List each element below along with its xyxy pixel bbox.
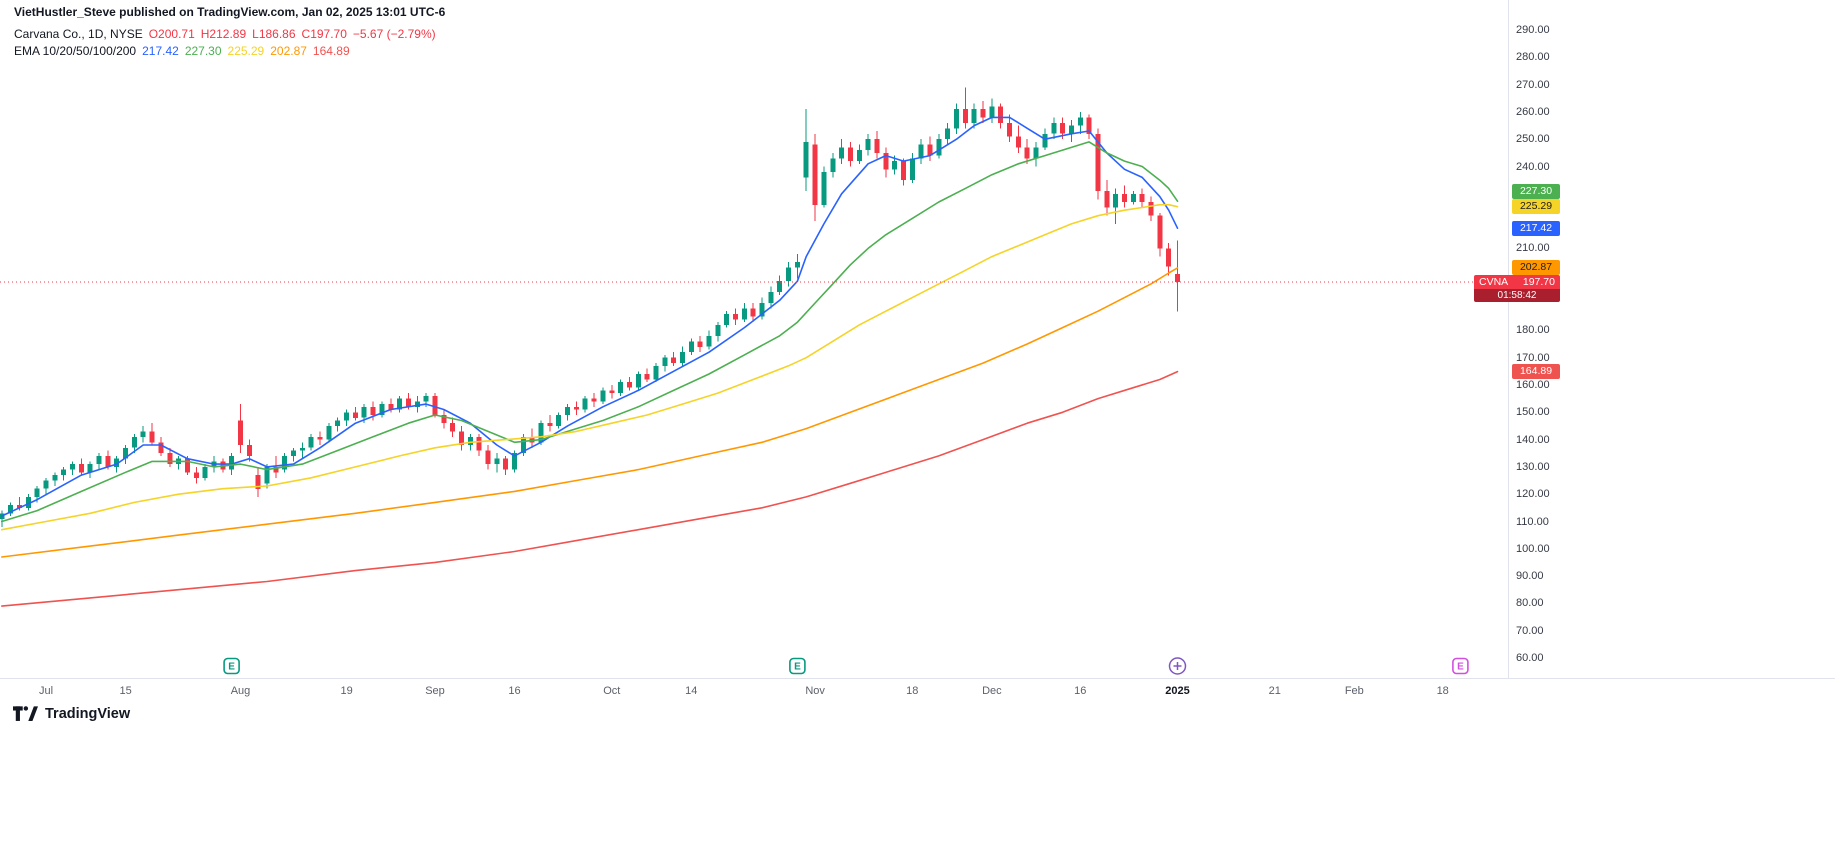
svg-text:E: E [1457,662,1464,673]
time-label: Aug [230,685,251,697]
ema-200-line[interactable] [0,370,1179,607]
time-label: 18 [906,685,919,697]
ema-50-legend-value: 225.29 [227,43,265,58]
ohlc-value: O200.71 [148,26,195,41]
future-earnings-marker[interactable]: E [1452,657,1469,675]
price-tick: 60.00 [1516,652,1544,664]
time-label: Oct [603,685,621,697]
last-price-row: CVNA 197.70 [1474,275,1560,289]
symbol-legend-row: Carvana Co., 1D, NYSE O200.71 H212.89 L186… [14,25,448,42]
ohlc-value: C197.70 [301,26,347,41]
price-tick: 240.00 [1516,160,1550,173]
price-tick: 210.00 [1516,242,1550,255]
price-tick: 160.00 [1516,379,1550,391]
svg-text:E: E [794,662,801,673]
price-tick: 260.00 [1516,105,1550,118]
price-tick: 120.00 [1516,488,1550,501]
last-price-value: 197.70 [1522,276,1555,288]
last-price-label: CVNA 197.70 01:58:42 [1474,275,1560,302]
time-label: Dec [982,685,1002,697]
price-tick: 290.00 [1516,24,1550,36]
time-label: Jul [38,685,54,697]
price-tick: 100.00 [1516,542,1550,555]
price-tick: 170.00 [1516,351,1550,364]
ema-20-legend-value: 227.30 [184,43,222,58]
ema-100-price-label: 202.87 [1512,260,1560,275]
time-axis-separator [0,678,1835,679]
ema-100-legend-value: 202.87 [270,43,307,58]
ema-10-price-label: 217.42 [1512,220,1560,236]
time-label: 15 [119,685,132,697]
ema-100-line[interactable] [0,267,1179,558]
tradingview-logo-text: TradingView [45,706,131,722]
ema-values: 217.42 227.30 225.29 202.87 164.89 [142,44,356,58]
ema-indicator-title[interactable]: EMA 10/20/50/100/200 [14,43,137,58]
time-label: 18 [1436,685,1449,697]
ohlc-value: H212.89 [200,26,247,41]
svg-text:E: E [228,662,235,673]
bar-countdown: 01:58:42 [1474,289,1560,302]
ema-legend-row: EMA 10/20/50/100/200 217.42 227.30 225.29 2… [14,42,448,59]
earnings-marker-q2[interactable]: E [223,657,240,675]
publish-caption: VietHustler_Steve published on TradingVi… [14,5,446,19]
time-label: Nov [805,685,825,697]
price-tick: 130.00 [1516,460,1550,473]
price-tick: 140.00 [1516,433,1550,446]
price-tick: 280.00 [1516,51,1550,64]
ema-200-legend-value: 164.89 [312,43,350,58]
symbol-title[interactable]: Carvana Co., 1D, NYSE [14,26,143,41]
candles-layer [0,87,1180,527]
ema-200-price-label: 164.89 [1512,364,1560,380]
price-axis[interactable]: 290.00 280.00 270.00 260.00 250.00 240.00 210.… [1508,0,1588,678]
ema-10-line[interactable] [0,116,1179,517]
ema-20-price-label: 227.30 [1512,184,1560,200]
price-tick: 80.00 [1516,597,1544,610]
price-tick: 180.00 [1516,324,1550,337]
time-label: 16 [508,685,521,697]
ema-50-price-label: 225.29 [1512,199,1560,215]
tradingview-logo-icon [13,706,38,721]
time-label: 14 [685,685,698,697]
price-tick: 270.00 [1516,78,1550,91]
time-label: 19 [340,685,353,697]
tradingview-logo[interactable]: TradingView [13,706,130,722]
ema-20-line[interactable] [0,141,1179,523]
ema-50-line[interactable] [0,203,1179,531]
earnings-marker-q3[interactable]: E [789,657,806,675]
time-label: Sep [425,685,445,697]
time-label: 2025 [1165,685,1190,697]
time-axis[interactable]: Jul 15 Aug 19 Sep 16 Oct 14 Nov 18 Dec 16 2025 21 Feb 1… [0,679,1508,705]
time-label: 16 [1074,685,1087,697]
publish-plus-marker[interactable] [1168,657,1187,675]
chart-legend: Carvana Co., 1D, NYSE O200.71 H212.89 L186… [14,25,448,59]
change-value: −5.67 (−2.79%) [352,26,436,41]
ticker-tag: CVNA [1479,276,1509,288]
price-tick: 90.00 [1516,570,1544,583]
price-tick: 110.00 [1516,515,1549,528]
ema-10-legend-value: 217.42 [142,43,179,58]
price-tick: 250.00 [1516,133,1550,146]
time-label: 21 [1268,685,1281,697]
time-label: Feb [1344,685,1364,697]
price-axis-separator [1508,0,1509,678]
price-tick: 150.00 [1516,406,1550,419]
ohlc-value: L186.86 [252,26,296,41]
price-tick: 70.00 [1516,624,1544,637]
ohlc-values: O200.71 H212.89 L186.86 C197.70 −5.67 (−2.79… [149,27,442,41]
